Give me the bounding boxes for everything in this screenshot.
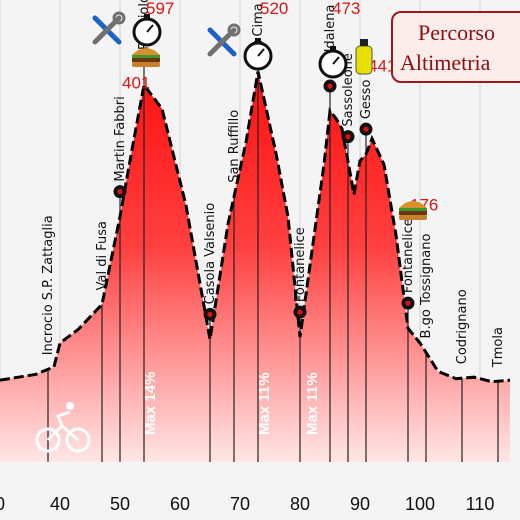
- max-gradient-label: Max 11%: [256, 372, 273, 435]
- wrench-head: [112, 11, 126, 25]
- x-tick-label: 80: [290, 494, 310, 514]
- tools-icon: [207, 23, 241, 57]
- burger-bun-top: [132, 48, 160, 55]
- burger-bun-bottom: [399, 215, 427, 220]
- x-tick-label: 60: [170, 494, 190, 514]
- stopwatch-hand: [332, 56, 340, 65]
- waypoint-label: B.go Tossignano: [419, 234, 434, 339]
- service-icons: [35, 11, 427, 453]
- max-gradient-label: Max 14%: [142, 372, 159, 435]
- title-frame: [391, 11, 520, 83]
- x-tick-label: 100: [405, 494, 435, 514]
- waypoint-label: Codrignano: [455, 289, 470, 364]
- x-tick-label: 110: [466, 494, 495, 514]
- x-tick-label: 50: [110, 494, 130, 514]
- x-tick-label: 40: [50, 494, 70, 514]
- burger-patty: [399, 211, 427, 215]
- chart-title-line-2: Altimetria: [400, 50, 491, 75]
- burger-icon: [132, 48, 160, 67]
- waypoint-label: Fontanelice: [293, 227, 308, 302]
- x-tick-label: 0: [0, 494, 5, 514]
- waypoint-label: Gesso: [359, 80, 374, 120]
- x-tick-label: 70: [230, 494, 250, 514]
- elevation-label: 441: [368, 57, 396, 76]
- bottle-cap: [360, 39, 368, 46]
- bike-wheel-front: [65, 427, 91, 453]
- rider-head: [66, 402, 74, 410]
- waypoint-marker-dot: [345, 134, 351, 140]
- waypoint-label: Casola Valsenio: [203, 203, 218, 305]
- elevation-label: 597: [146, 0, 174, 18]
- burger-lettuce: [399, 208, 427, 211]
- profile-area: [0, 71, 510, 462]
- elevation-label: 401: [122, 73, 150, 92]
- chart-title-box: Percorso Altimetria: [391, 11, 520, 83]
- stopwatch-hand: [146, 24, 154, 33]
- bottle-icon: [355, 39, 373, 75]
- stopwatch-crown: [255, 38, 261, 43]
- stopwatch-icon: [318, 46, 348, 79]
- rider-body: [46, 410, 79, 442]
- burger-icon: [399, 201, 427, 220]
- waypoint-marker-dot: [117, 189, 123, 195]
- waypoint-label: Tmola: [491, 327, 506, 368]
- bottle-body: [355, 45, 373, 75]
- burger-bun-top: [399, 201, 427, 208]
- waypoint-marker-dot: [297, 309, 303, 315]
- stopwatch-icon: [243, 38, 273, 71]
- waypoint-label: Martin Fabbri: [113, 96, 128, 181]
- burger-patty: [132, 58, 160, 62]
- cyclist-icon: [35, 402, 91, 453]
- stopwatch-hand: [257, 48, 265, 57]
- elevation-label: 520: [260, 0, 288, 18]
- burger-bun-bottom: [132, 62, 160, 67]
- burger-lettuce: [132, 55, 160, 58]
- waypoint-label: San Ruffillo: [227, 110, 242, 183]
- bike-wheel-rear: [35, 427, 61, 453]
- waypoint-marker-dot: [327, 83, 333, 89]
- waypoint-label: Fontanelice: [401, 218, 416, 293]
- waypoint-label: Incrocio S.P. Zattaglia: [41, 215, 56, 355]
- elevation-label: 473: [332, 0, 360, 18]
- waypoint-label: Val di Fusa: [95, 221, 110, 290]
- stopwatch-crown: [330, 46, 336, 51]
- profile-line: [0, 71, 511, 384]
- max-gradient-label: Max 11%: [304, 372, 321, 435]
- stopwatch-icon: [132, 14, 162, 47]
- waypoint-label: Cima Prugno: [251, 0, 266, 37]
- x-tick-label: 90: [350, 494, 370, 514]
- gradient-labels: Max 14% Max 11% Max 11%: [142, 372, 321, 435]
- waypoint-marker-dot: [405, 300, 411, 306]
- stopwatch-crown: [144, 14, 150, 19]
- x-axis-ticks: 0 40 50 60 70 80 90 100 110: [0, 494, 494, 514]
- wrench-head: [227, 23, 241, 37]
- chart-title-line-1: Percorso: [418, 20, 495, 45]
- waypoint-marker-dot: [363, 126, 369, 132]
- tools-icon: [92, 11, 126, 45]
- waypoint-marker-dot: [207, 311, 213, 317]
